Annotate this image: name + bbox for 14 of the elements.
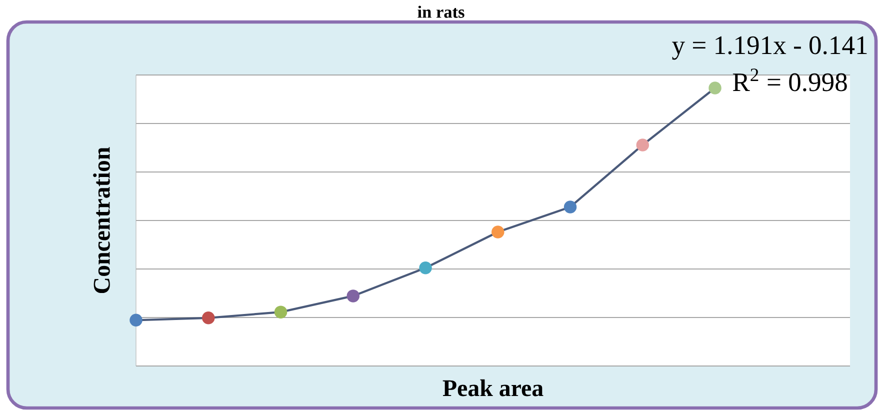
annotation: R$^{2}$ = 0.998 — [732, 68, 847, 92]
point — [419, 261, 432, 274]
y-axis-title: Concentration — [93, 147, 110, 294]
point — [636, 138, 650, 152]
point — [130, 314, 142, 327]
x-axis-title: Peak area — [442, 379, 544, 396]
point — [274, 306, 288, 318]
point — [202, 312, 215, 324]
chart-title: in rats — [418, 6, 464, 18]
point — [708, 82, 722, 94]
point — [492, 226, 504, 238]
point — [564, 200, 577, 214]
text: y = 1.191x - 0.141 — [672, 36, 867, 60]
point — [346, 290, 360, 302]
